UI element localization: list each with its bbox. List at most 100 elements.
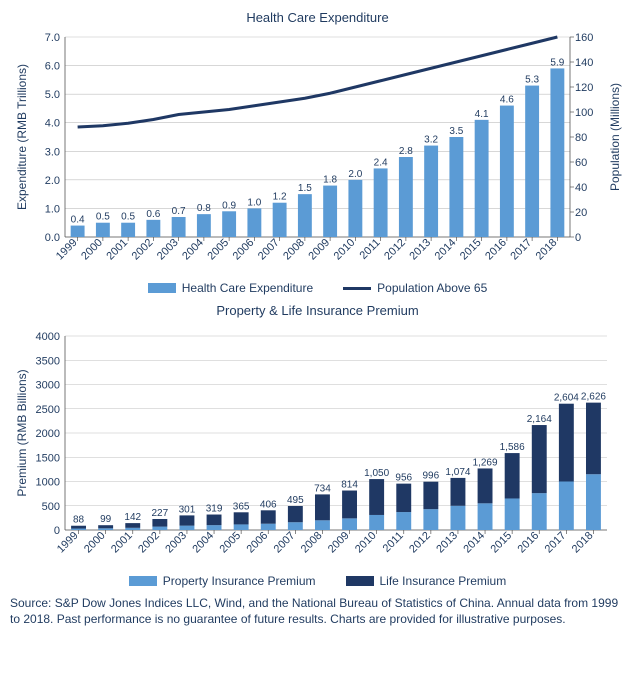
svg-text:2009: 2009 — [326, 530, 352, 556]
svg-text:2016: 2016 — [516, 530, 542, 556]
legend-line: Population Above 65 — [343, 281, 487, 295]
svg-text:2012: 2012 — [382, 237, 408, 263]
svg-text:2000: 2000 — [79, 237, 105, 263]
svg-text:2007: 2007 — [272, 530, 298, 556]
legend-bar-label: Health Care Expenditure — [182, 281, 313, 295]
svg-text:1,074: 1,074 — [445, 467, 470, 478]
svg-text:3500: 3500 — [36, 355, 60, 367]
svg-text:2015: 2015 — [488, 530, 514, 556]
svg-text:2018: 2018 — [534, 237, 560, 263]
svg-text:2003: 2003 — [163, 530, 189, 556]
legend-life-label: Life Insurance Premium — [380, 574, 507, 588]
svg-text:2013: 2013 — [434, 530, 460, 556]
svg-text:120: 120 — [575, 82, 593, 94]
svg-text:734: 734 — [314, 483, 331, 494]
svg-text:100: 100 — [575, 107, 593, 119]
svg-text:2011: 2011 — [358, 237, 383, 262]
svg-text:3.2: 3.2 — [424, 135, 438, 146]
svg-text:2002: 2002 — [136, 530, 162, 556]
svg-text:495: 495 — [287, 495, 304, 506]
svg-text:0.7: 0.7 — [172, 206, 186, 217]
svg-text:2.0: 2.0 — [348, 169, 362, 180]
svg-text:2011: 2011 — [381, 530, 406, 555]
svg-text:4.6: 4.6 — [500, 95, 514, 106]
svg-text:2500: 2500 — [36, 404, 60, 416]
svg-text:3.5: 3.5 — [449, 126, 463, 137]
svg-text:2009: 2009 — [306, 237, 332, 263]
svg-text:0.0: 0.0 — [45, 232, 60, 244]
svg-text:365: 365 — [233, 501, 250, 512]
svg-text:2004: 2004 — [180, 237, 206, 263]
svg-text:1,269: 1,269 — [473, 457, 498, 468]
svg-text:301: 301 — [179, 504, 196, 515]
svg-text:2017: 2017 — [508, 237, 534, 263]
svg-text:0.4: 0.4 — [71, 215, 85, 226]
svg-text:0: 0 — [54, 525, 60, 537]
svg-text:2018: 2018 — [570, 530, 596, 556]
svg-text:0.8: 0.8 — [197, 203, 211, 214]
svg-text:4000: 4000 — [36, 331, 60, 343]
svg-text:1,586: 1,586 — [500, 442, 525, 453]
svg-text:2.4: 2.4 — [374, 157, 388, 168]
chart1-legend: Health Care Expenditure Population Above… — [10, 281, 625, 295]
svg-text:Population (Millions): Population (Millions) — [608, 83, 622, 191]
svg-text:2005: 2005 — [217, 530, 243, 556]
svg-text:7.0: 7.0 — [45, 32, 60, 44]
svg-text:2012: 2012 — [407, 530, 433, 556]
svg-text:4.1: 4.1 — [475, 109, 489, 120]
svg-text:2008: 2008 — [299, 530, 325, 556]
svg-text:1.5: 1.5 — [298, 183, 312, 194]
svg-text:500: 500 — [42, 501, 60, 513]
svg-text:2000: 2000 — [82, 530, 108, 556]
svg-text:2,604: 2,604 — [554, 393, 579, 404]
svg-text:2.8: 2.8 — [399, 146, 413, 157]
svg-text:2008: 2008 — [281, 237, 307, 263]
chart1-svg: 0.01.02.03.04.05.06.07.00204060801001201… — [10, 29, 625, 279]
svg-text:319: 319 — [206, 504, 223, 515]
svg-text:406: 406 — [260, 499, 277, 510]
svg-text:1.0: 1.0 — [247, 197, 261, 208]
svg-text:142: 142 — [124, 512, 141, 523]
svg-text:1.0: 1.0 — [45, 203, 60, 215]
svg-text:2016: 2016 — [483, 237, 509, 263]
svg-text:80: 80 — [575, 132, 587, 144]
svg-text:2014: 2014 — [433, 237, 459, 263]
svg-text:0.9: 0.9 — [222, 200, 236, 211]
svg-text:5.0: 5.0 — [45, 89, 60, 101]
svg-text:2001: 2001 — [104, 237, 130, 263]
svg-text:0: 0 — [575, 232, 581, 244]
svg-text:2001: 2001 — [109, 530, 135, 556]
svg-text:2017: 2017 — [543, 530, 569, 556]
svg-text:Premium (RMB Billions): Premium (RMB Billions) — [15, 369, 29, 496]
svg-text:2.0: 2.0 — [45, 175, 60, 187]
svg-text:1.2: 1.2 — [273, 192, 287, 203]
chart1-title: Health Care Expenditure — [10, 10, 625, 25]
svg-text:996: 996 — [423, 471, 440, 482]
source-text: Source: S&P Dow Jones Indices LLC, Wind,… — [10, 596, 625, 627]
svg-text:2,626: 2,626 — [581, 392, 606, 403]
chart2-title: Property & Life Insurance Premium — [10, 303, 625, 318]
svg-text:3000: 3000 — [36, 380, 60, 392]
svg-text:88: 88 — [73, 515, 85, 526]
chart2-legend: Property Insurance Premium Life Insuranc… — [10, 574, 625, 588]
svg-text:160: 160 — [575, 32, 593, 44]
svg-text:1500: 1500 — [36, 452, 60, 464]
svg-text:1000: 1000 — [36, 477, 60, 489]
svg-text:0.5: 0.5 — [121, 212, 135, 223]
legend-property: Property Insurance Premium — [129, 574, 316, 588]
svg-text:6.0: 6.0 — [45, 61, 60, 73]
svg-text:99: 99 — [100, 514, 112, 525]
svg-text:2015: 2015 — [458, 237, 484, 263]
legend-bar: Health Care Expenditure — [148, 281, 313, 295]
legend-property-label: Property Insurance Premium — [163, 574, 316, 588]
svg-text:814: 814 — [341, 480, 358, 491]
svg-text:2,164: 2,164 — [527, 414, 552, 425]
svg-text:1,050: 1,050 — [364, 468, 389, 479]
svg-text:956: 956 — [395, 473, 412, 484]
svg-text:2000: 2000 — [36, 428, 60, 440]
svg-text:2004: 2004 — [190, 530, 216, 556]
svg-text:4.0: 4.0 — [45, 118, 60, 130]
svg-text:1.8: 1.8 — [323, 175, 337, 186]
svg-text:20: 20 — [575, 207, 587, 219]
svg-text:40: 40 — [575, 182, 587, 194]
